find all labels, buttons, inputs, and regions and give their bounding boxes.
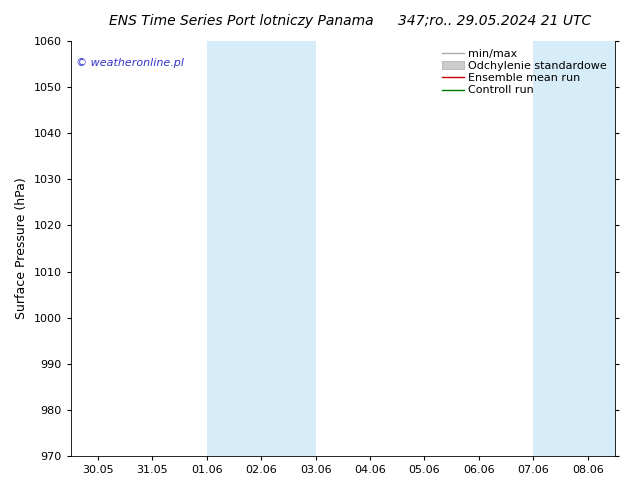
Text: © weatheronline.pl: © weatheronline.pl xyxy=(76,58,184,68)
Legend: min/max, Odchylenie standardowe, Ensemble mean run, Controll run: min/max, Odchylenie standardowe, Ensembl… xyxy=(439,47,609,98)
Bar xyxy=(207,41,316,456)
Y-axis label: Surface Pressure (hPa): Surface Pressure (hPa) xyxy=(15,178,28,319)
Bar xyxy=(533,41,615,456)
Text: ENS Time Series Port lotniczy Panama: ENS Time Series Port lotniczy Panama xyxy=(108,14,373,28)
Text: 347;ro.. 29.05.2024 21 UTC: 347;ro.. 29.05.2024 21 UTC xyxy=(398,14,591,28)
